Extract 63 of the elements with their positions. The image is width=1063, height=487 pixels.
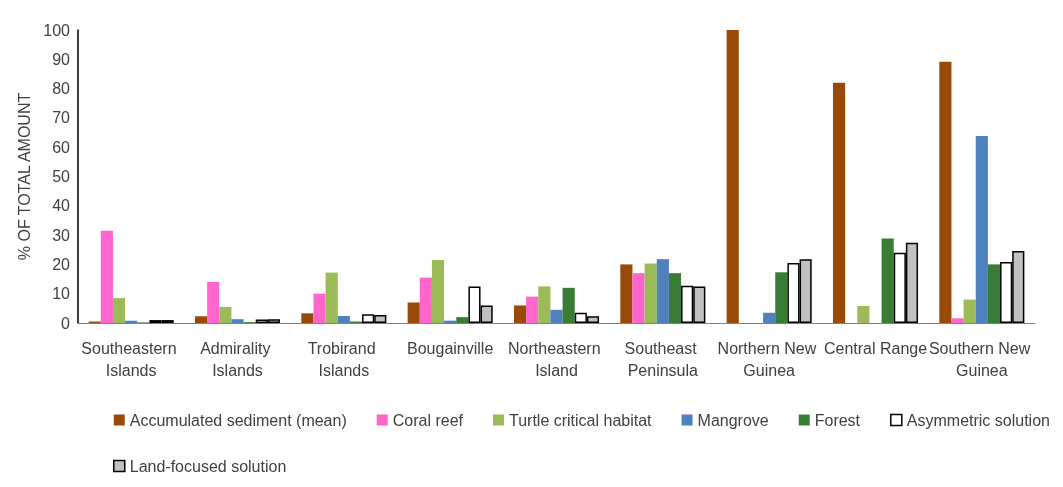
y-tick-label: 50 xyxy=(52,168,71,185)
x-tick-label: Southeastern Islands xyxy=(81,339,181,379)
legend-label: Turtle critical habitat xyxy=(508,411,653,429)
x-tick-label: Central Range xyxy=(823,339,928,357)
bar xyxy=(456,317,469,323)
y-tick-label: 0 xyxy=(61,314,71,332)
bar xyxy=(668,273,682,323)
legend-label: Mangrove xyxy=(697,411,769,429)
legend-label: Asymmetric solution xyxy=(906,411,1050,429)
legend-label: Forest xyxy=(814,411,861,429)
y-axis-title: % OF TOTAL AMOUNT xyxy=(15,92,33,261)
y-tick-label: 20 xyxy=(52,255,71,273)
bar xyxy=(775,272,788,323)
bar xyxy=(620,264,633,323)
bar xyxy=(550,309,563,323)
bar xyxy=(987,264,1001,323)
bar xyxy=(194,316,208,323)
x-tick-label: Bougainville xyxy=(407,339,494,357)
y-tick-label: 40 xyxy=(52,197,71,215)
x-tick-label: Southern New Guinea xyxy=(928,339,1035,379)
bar xyxy=(100,230,113,323)
y-tick-label: 70 xyxy=(52,109,71,127)
bar xyxy=(763,312,776,323)
bar xyxy=(112,298,126,323)
bar xyxy=(513,305,527,323)
legend-label: Accumulated sediment (mean) xyxy=(129,411,347,429)
bar xyxy=(857,306,870,323)
bar xyxy=(832,82,846,323)
bar xyxy=(951,318,964,323)
y-tick-label: 90 xyxy=(52,50,71,68)
x-tick-label: Trobirand Islands xyxy=(307,339,380,379)
bar xyxy=(963,299,976,323)
bar xyxy=(562,287,575,323)
bar xyxy=(301,313,314,323)
y-tick-label: 80 xyxy=(52,80,71,98)
bar xyxy=(538,286,551,323)
bar xyxy=(337,315,350,323)
bar xyxy=(313,293,326,323)
bar xyxy=(975,136,988,323)
x-tick-label: Northeastern Island xyxy=(508,339,605,379)
x-tick-label: Admirality Islands xyxy=(200,339,275,379)
bar xyxy=(526,296,539,323)
legend-label: Coral reef xyxy=(392,411,464,429)
bar xyxy=(726,30,739,323)
bar xyxy=(632,273,645,323)
x-tick-label: Southeast Peninsula xyxy=(624,339,702,379)
bar xyxy=(419,277,432,323)
y-tick-label: 100 xyxy=(43,21,71,39)
bar xyxy=(881,238,894,323)
bar xyxy=(207,281,220,323)
legend-label: Land-focused solution xyxy=(129,457,287,475)
x-tick-label: Northern New Guinea xyxy=(717,339,821,379)
y-tick-label: 10 xyxy=(52,285,71,303)
bar xyxy=(219,306,232,323)
bar xyxy=(431,260,445,323)
bar xyxy=(644,263,657,323)
bar xyxy=(231,319,244,323)
bar xyxy=(407,302,420,323)
y-tick-label: 30 xyxy=(52,226,71,244)
bar xyxy=(939,61,952,323)
y-tick-label: 60 xyxy=(52,138,71,156)
bar xyxy=(325,272,338,323)
bar xyxy=(656,259,669,323)
